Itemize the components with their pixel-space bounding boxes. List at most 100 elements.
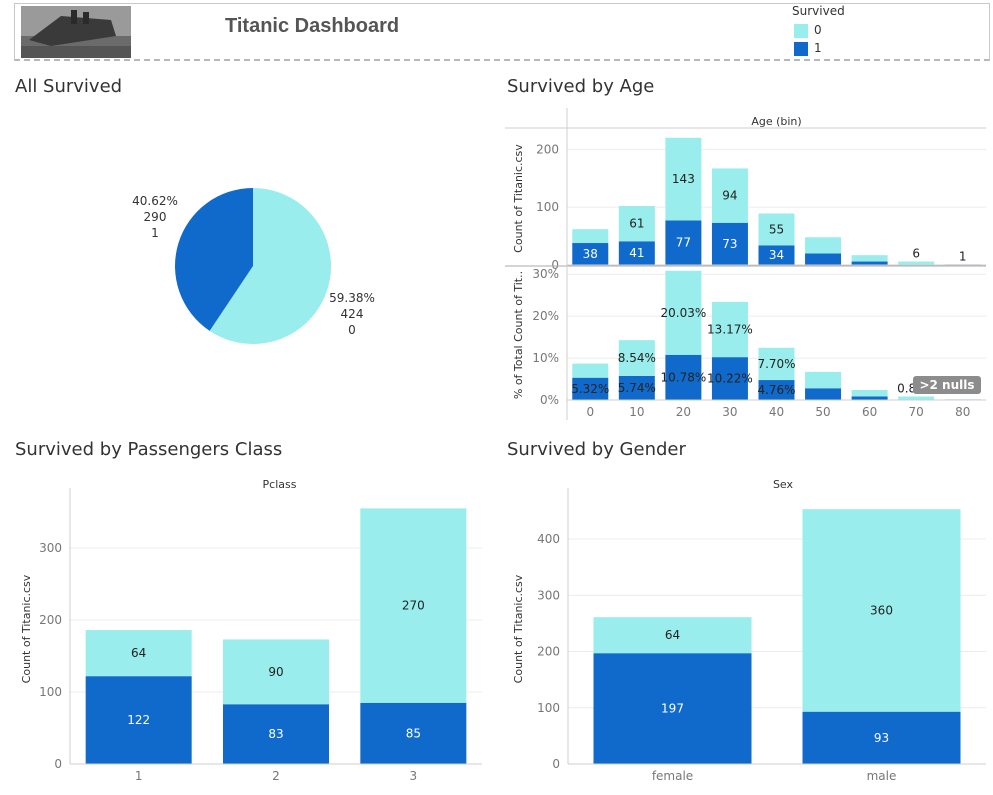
y-tick-label: 0 bbox=[552, 757, 560, 771]
pie-slice-survived-1 bbox=[175, 188, 253, 331]
data-label-survived-0-40: 7.70% bbox=[757, 357, 795, 371]
x-tick-label: 40 bbox=[769, 405, 784, 419]
dashboard-header: Titanic Dashboard Survived 0 1 bbox=[14, 3, 990, 61]
bar-survived-0-60 bbox=[851, 390, 888, 397]
pie-slice-survived-0 bbox=[209, 188, 332, 344]
bar-survived-1-0 bbox=[572, 243, 609, 265]
x-tick-label: 2 bbox=[272, 769, 280, 783]
y-tick-label: 300 bbox=[537, 588, 560, 602]
bar-survived-1-60 bbox=[851, 396, 888, 400]
bar-survived-0-female bbox=[593, 617, 752, 654]
data-label-survived-0-20: 143 bbox=[672, 172, 695, 186]
x-header-label: Pclass bbox=[263, 478, 297, 491]
x-tick-label: 70 bbox=[909, 405, 924, 419]
x-tick-label: 80 bbox=[955, 405, 970, 419]
x-tick-label: 0 bbox=[586, 405, 594, 419]
titanic-photo-logo bbox=[21, 6, 131, 58]
bar-survived-0-0 bbox=[572, 229, 609, 244]
legend-title: Survived bbox=[792, 4, 845, 18]
bar-survived-1-30 bbox=[711, 357, 748, 400]
y-tick-label: 0% bbox=[540, 393, 559, 407]
section-title-by-class: Survived by Passengers Class bbox=[15, 439, 283, 460]
bar-survived-1-0 bbox=[572, 377, 609, 400]
data-label-survived-1-30: 10.22% bbox=[707, 372, 753, 386]
y-tick-label: 30% bbox=[532, 267, 559, 281]
data-label-survived-1-1: 122 bbox=[127, 713, 150, 727]
bar-survived-0-male bbox=[802, 509, 961, 712]
pie-label-survived-0: 59.38% 424 0 bbox=[329, 291, 375, 337]
data-label-survived-1-0: 5.32% bbox=[571, 382, 609, 396]
data-label-survived-1-10: 41 bbox=[629, 246, 644, 260]
bar-survived-1-50 bbox=[805, 388, 842, 400]
data-label-survived-0-80: 1 bbox=[959, 249, 967, 263]
section-title-by-gender: Survived by Gender bbox=[507, 439, 686, 460]
data-label-survived-1-3: 85 bbox=[406, 726, 421, 740]
bar-survived-1-female bbox=[593, 653, 752, 764]
data-label-survived-1-2: 83 bbox=[268, 727, 283, 741]
y-axis-title: Count of Titanic.csv bbox=[512, 144, 525, 253]
bar-survived-1-2 bbox=[223, 704, 329, 764]
bar-survived-0-0 bbox=[572, 363, 609, 378]
bar-survived-0-50 bbox=[805, 237, 842, 254]
legend-label-survived-0: 0 bbox=[814, 23, 822, 37]
y-tick-label: 100 bbox=[537, 701, 560, 715]
nulls-badge-bg[interactable] bbox=[913, 376, 981, 394]
bar-survived-1-3 bbox=[360, 702, 467, 764]
x-tick-label: 30 bbox=[722, 405, 737, 419]
data-label-survived-1-20: 77 bbox=[676, 236, 691, 250]
y-tick-label: 0 bbox=[551, 258, 559, 272]
bar-survived-0-40 bbox=[758, 347, 795, 381]
x-tick-label: 20 bbox=[676, 405, 691, 419]
y-axis-title: Count of Titanic.csv bbox=[512, 574, 525, 683]
bar-chart-survived-by-class: Pclass 0 100 200 300 122 64 1 83 90 2 85 270 3 Count o… bbox=[20, 478, 482, 783]
bar-survived-0-2 bbox=[223, 639, 329, 705]
x-tick-label: female bbox=[652, 769, 693, 783]
bar-survived-0-30 bbox=[711, 168, 748, 223]
x-header-label: Age (bin) bbox=[751, 115, 801, 128]
y-tick-label: 200 bbox=[536, 142, 559, 156]
bar-survived-1-40 bbox=[758, 245, 795, 265]
bar-survived-1-40 bbox=[758, 380, 795, 400]
data-label-survived-0-2: 90 bbox=[268, 665, 283, 679]
legend-swatch-survived-0[interactable] bbox=[794, 24, 808, 38]
bar-survived-1-10 bbox=[618, 375, 655, 400]
data-label-survived-1-0: 38 bbox=[583, 247, 598, 261]
bar-survived-1-20 bbox=[665, 220, 702, 265]
bar-survived-0-20 bbox=[665, 137, 702, 221]
section-title-all-survived: All Survived bbox=[15, 76, 123, 97]
data-label-survived-0-40: 55 bbox=[769, 222, 784, 236]
bar-chart-survived-by-gender: Sex 0 100 200 300 400 197 64 female 93 360 male Coun… bbox=[512, 478, 986, 783]
x-tick-label: male bbox=[867, 769, 897, 783]
data-label-survived-1-20: 10.78% bbox=[661, 370, 707, 384]
data-label-survived-1-40: 34 bbox=[769, 248, 784, 262]
data-label-survived-0-1: 64 bbox=[131, 646, 146, 660]
y-tick-label: 100 bbox=[536, 200, 559, 214]
bar-survived-0-3 bbox=[360, 508, 467, 703]
y-tick-label: 400 bbox=[537, 532, 560, 546]
x-header-label: Sex bbox=[773, 478, 794, 491]
y-tick-label: 100 bbox=[39, 685, 62, 699]
bar-survived-1-30 bbox=[711, 222, 748, 265]
data-label-survived-0-female: 64 bbox=[665, 628, 680, 642]
legend-label-survived-1: 1 bbox=[814, 41, 822, 55]
bar-survived-0-60 bbox=[851, 255, 888, 262]
legend-swatch-survived-1[interactable] bbox=[794, 42, 808, 56]
bar-survived-0-30 bbox=[711, 301, 748, 358]
bar-survived-0-50 bbox=[805, 371, 842, 389]
bar-survived-0-70 bbox=[898, 396, 935, 400]
y-tick-label: 20% bbox=[532, 309, 559, 323]
nulls-badge-text[interactable]: >2 nulls bbox=[919, 378, 974, 392]
data-label-survived-1-male: 93 bbox=[874, 731, 889, 745]
x-tick-label: 10 bbox=[629, 405, 644, 419]
y-axis-title: Count of Titanic.csv bbox=[20, 574, 33, 683]
y-tick-label: 200 bbox=[537, 645, 560, 659]
data-label-survived-0-male: 360 bbox=[870, 603, 893, 617]
pie-label-survived-1: 40.62% 290 1 bbox=[132, 194, 178, 240]
x-tick-label: 50 bbox=[815, 405, 830, 419]
y-tick-label: 200 bbox=[39, 613, 62, 627]
data-label-survived-0-30: 94 bbox=[722, 189, 737, 203]
bar-survived-1-60 bbox=[851, 261, 888, 265]
data-label-survived-1-female: 197 bbox=[661, 702, 684, 716]
y-axis-title: % of Total Count of Tit.. bbox=[512, 271, 525, 399]
